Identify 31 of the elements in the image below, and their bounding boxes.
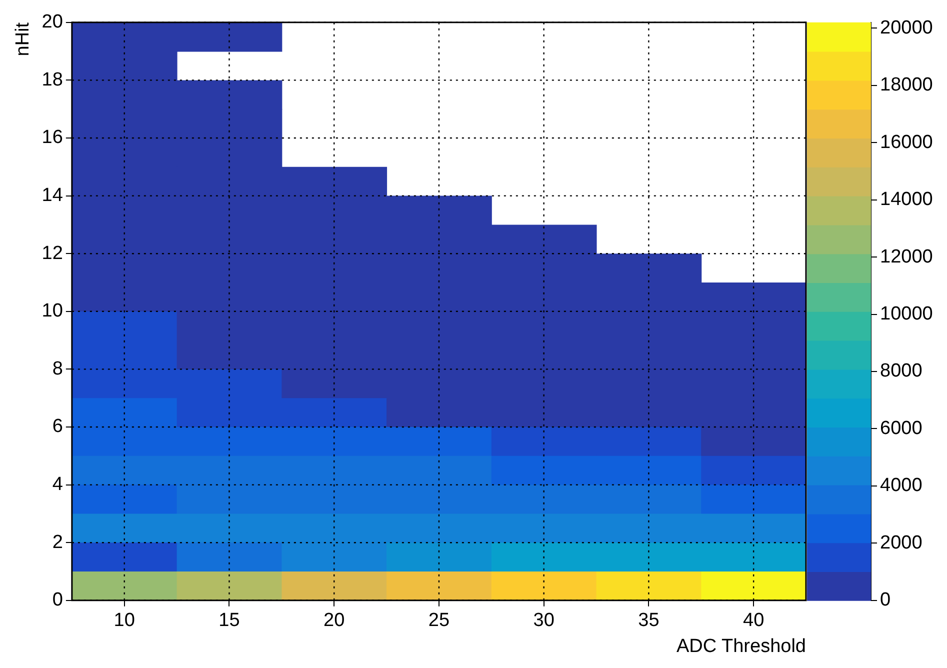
color-bar-label: 18000	[880, 74, 933, 96]
color-bar-label: 2000	[880, 532, 922, 554]
y-tick-label: 18	[42, 69, 63, 90]
y-tick-label: 8	[52, 358, 63, 380]
color-bar-label: 4000	[880, 475, 922, 496]
color-bar-label: 8000	[880, 360, 922, 382]
y-tick-label: 20	[42, 12, 63, 33]
x-tick-label: 40	[742, 610, 764, 632]
x-axis-title: ADC Threshold	[676, 636, 806, 657]
color-bar-label: 20000	[880, 17, 933, 38]
color-bar-label: 10000	[880, 303, 933, 324]
y-tick-label: 4	[52, 474, 64, 496]
color-bar-label: 12000	[880, 246, 933, 268]
x-tick-label: 10	[114, 610, 135, 632]
y-tick-label: 0	[52, 590, 63, 611]
y-tick-label: 16	[42, 127, 63, 148]
y-tick-label: 14	[42, 185, 64, 206]
x-tick-label: 25	[428, 610, 450, 632]
color-bar-label: 14000	[880, 189, 933, 210]
color-bar-label: 0	[880, 590, 891, 611]
x-tick-label: 20	[324, 610, 345, 632]
color-bar-label: 6000	[880, 418, 922, 439]
color-bar-label: 16000	[880, 132, 933, 153]
y-tick-label: 6	[52, 416, 63, 438]
y-tick-label: 10	[42, 300, 63, 322]
x-tick-label: 15	[218, 610, 240, 632]
y-tick-label: 2	[52, 532, 63, 553]
y-axis-title: nHit	[12, 22, 34, 56]
x-tick-label: 35	[638, 610, 660, 632]
y-tick-label: 12	[42, 242, 63, 264]
x-tick-label: 30	[533, 610, 554, 632]
